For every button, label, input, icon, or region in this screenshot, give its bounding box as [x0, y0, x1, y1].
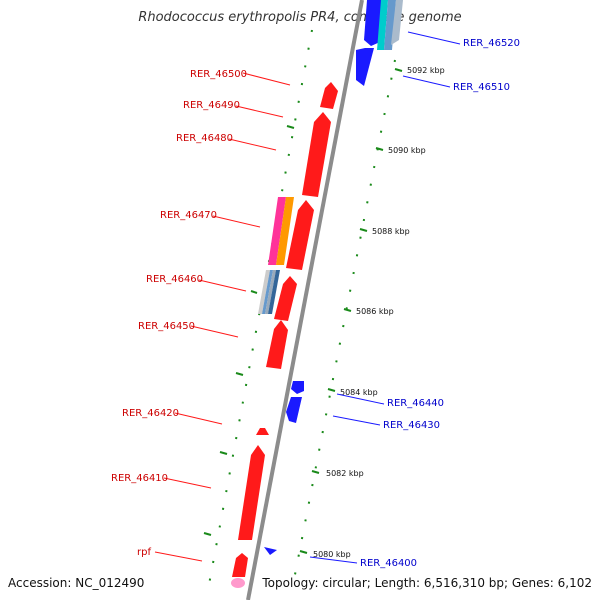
label-RER_46490[interactable]: RER_46490 [183, 100, 240, 111]
gene-RER_46440[interactable] [291, 381, 304, 394]
gene-RER_46480[interactable] [286, 200, 314, 270]
tick-label-5080: 5080 kbp [313, 550, 351, 559]
forward-genes [231, 82, 338, 588]
tick-label-5084: 5084 kbp [340, 388, 378, 397]
label-RER_46520[interactable]: RER_46520 [463, 38, 520, 49]
label-rpf[interactable]: rpf [137, 547, 151, 558]
topology-text: Topology: circular; Length: 6,516,310 bp… [262, 576, 592, 590]
label-RER_46430[interactable]: RER_46430 [383, 420, 440, 431]
genome-backbone [246, 0, 364, 600]
label-RER_46470[interactable]: RER_46470 [160, 210, 217, 221]
tick-label-5092: 5092 kbp [407, 66, 445, 75]
gene-RER_46520-stripe1 [377, 0, 388, 50]
tick-label-5082: 5082 kbp [326, 469, 364, 478]
label-RER_46420[interactable]: RER_46420 [122, 408, 179, 419]
label-RER_46450[interactable]: RER_46450 [138, 321, 195, 332]
label-RER_46410[interactable]: RER_46410 [111, 473, 168, 484]
gene-RER_46400[interactable] [264, 547, 277, 555]
tick-label-5088: 5088 kbp [372, 227, 410, 236]
left-gene-labels: RER_46500 RER_46490 RER_46480 RER_46470 … [111, 69, 291, 562]
label-RER_46400[interactable]: RER_46400 [360, 558, 417, 569]
right-gene-labels: RER_46520 RER_46510 RER_46440 RER_46430 … [309, 31, 520, 569]
tick-label-5086: 5086 kbp [356, 307, 394, 316]
gene-RER_46470-right[interactable] [276, 197, 294, 265]
gene-RER_46420[interactable] [256, 428, 269, 435]
gene-RER_46450[interactable] [266, 320, 288, 369]
gene-RER_46490[interactable] [302, 112, 331, 197]
outer-dotted-track [291, 59, 396, 591]
label-RER_46460[interactable]: RER_46460 [146, 274, 203, 285]
gene-RER_46500[interactable] [320, 82, 338, 109]
gene-RER_46460[interactable] [274, 276, 297, 321]
kbp-ticks: 5092 kbp 5090 kbp 5088 kbp 5086 kbp 5084… [203, 66, 445, 559]
label-RER_46510[interactable]: RER_46510 [453, 82, 510, 93]
gene-pink-partial [231, 578, 245, 588]
accession-text: Accession: NC_012490 [8, 576, 145, 590]
gene-RER_46430[interactable] [286, 397, 302, 423]
gene-RER_46470-left[interactable] [268, 197, 286, 265]
label-RER_46500[interactable]: RER_46500 [190, 69, 247, 80]
gene-RER_46460-stripes [258, 270, 280, 314]
label-RER_46480[interactable]: RER_46480 [176, 133, 233, 144]
reverse-genes [264, 0, 403, 555]
tick-label-5090: 5090 kbp [388, 146, 426, 155]
gene-rpf[interactable] [232, 553, 248, 577]
gene-RER_46520-stripe3 [391, 0, 403, 45]
label-RER_46440[interactable]: RER_46440 [387, 398, 444, 409]
gene-RER_46410[interactable] [238, 445, 265, 540]
gene-RER_46510[interactable] [356, 48, 374, 86]
